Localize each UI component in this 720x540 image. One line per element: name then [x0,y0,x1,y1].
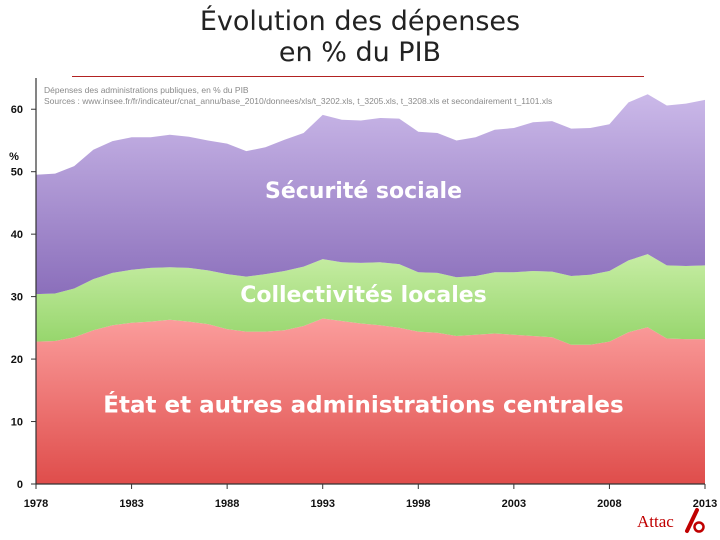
page-title-line2: en % du PIB [278,37,442,68]
x-tick-label: 2008 [597,498,621,510]
area-etat-et-autres-administrations-centrales [36,318,705,484]
axes: 0 10 20 30 40 50 60% 1978 1983 1988 1993 1998 2003 20… [9,78,717,510]
series-label-collectivites-locales: Collectivités locales [240,283,487,308]
y-tick-label: 10 [11,417,23,429]
x-tick-label: 1983 [119,498,143,510]
y-tick-label: 30 [11,292,23,304]
x-tick-label: 2003 [502,498,526,510]
y-tick-label: 40 [11,229,23,241]
x-tick-label: 2013 [693,498,717,510]
y-tick-label: 20 [11,354,23,366]
title-divider [72,76,644,77]
area-collectivites-locales [36,254,705,345]
series-label-etat-et-autres-administrations-centrales: État et autres administrations centrales [103,391,623,419]
percent-logo-icon [685,508,705,533]
x-tick-label: 1998 [406,498,430,510]
x-tick-label: 1988 [215,498,239,510]
y-tick-label: 0 [17,479,23,491]
stacked-area-chart: État et autres administrations centrales… [9,78,717,510]
y-tick-label: 50 [11,167,23,179]
plot-area: État et autres administrations centrales… [36,94,705,484]
logo-text: Attac [637,512,674,531]
chart-source-line2: Sources : www.insee.fr/fr/indicateur/cna… [44,96,553,106]
x-tick-label: 1978 [24,498,48,510]
page-title-line1: Évolution des dépenses [199,6,521,37]
y-axis-unit-label: % [9,151,19,163]
page-title: Évolution des dépenses en % du PIB [0,6,720,68]
chart-source-line1: Dépenses des administrations publiques, … [44,85,249,95]
x-tick-label: 1993 [310,498,334,510]
y-tick-label: 60 [11,104,23,116]
area-securite-sociale [36,94,705,295]
series-label-securite-sociale: Sécurité sociale [265,179,462,204]
